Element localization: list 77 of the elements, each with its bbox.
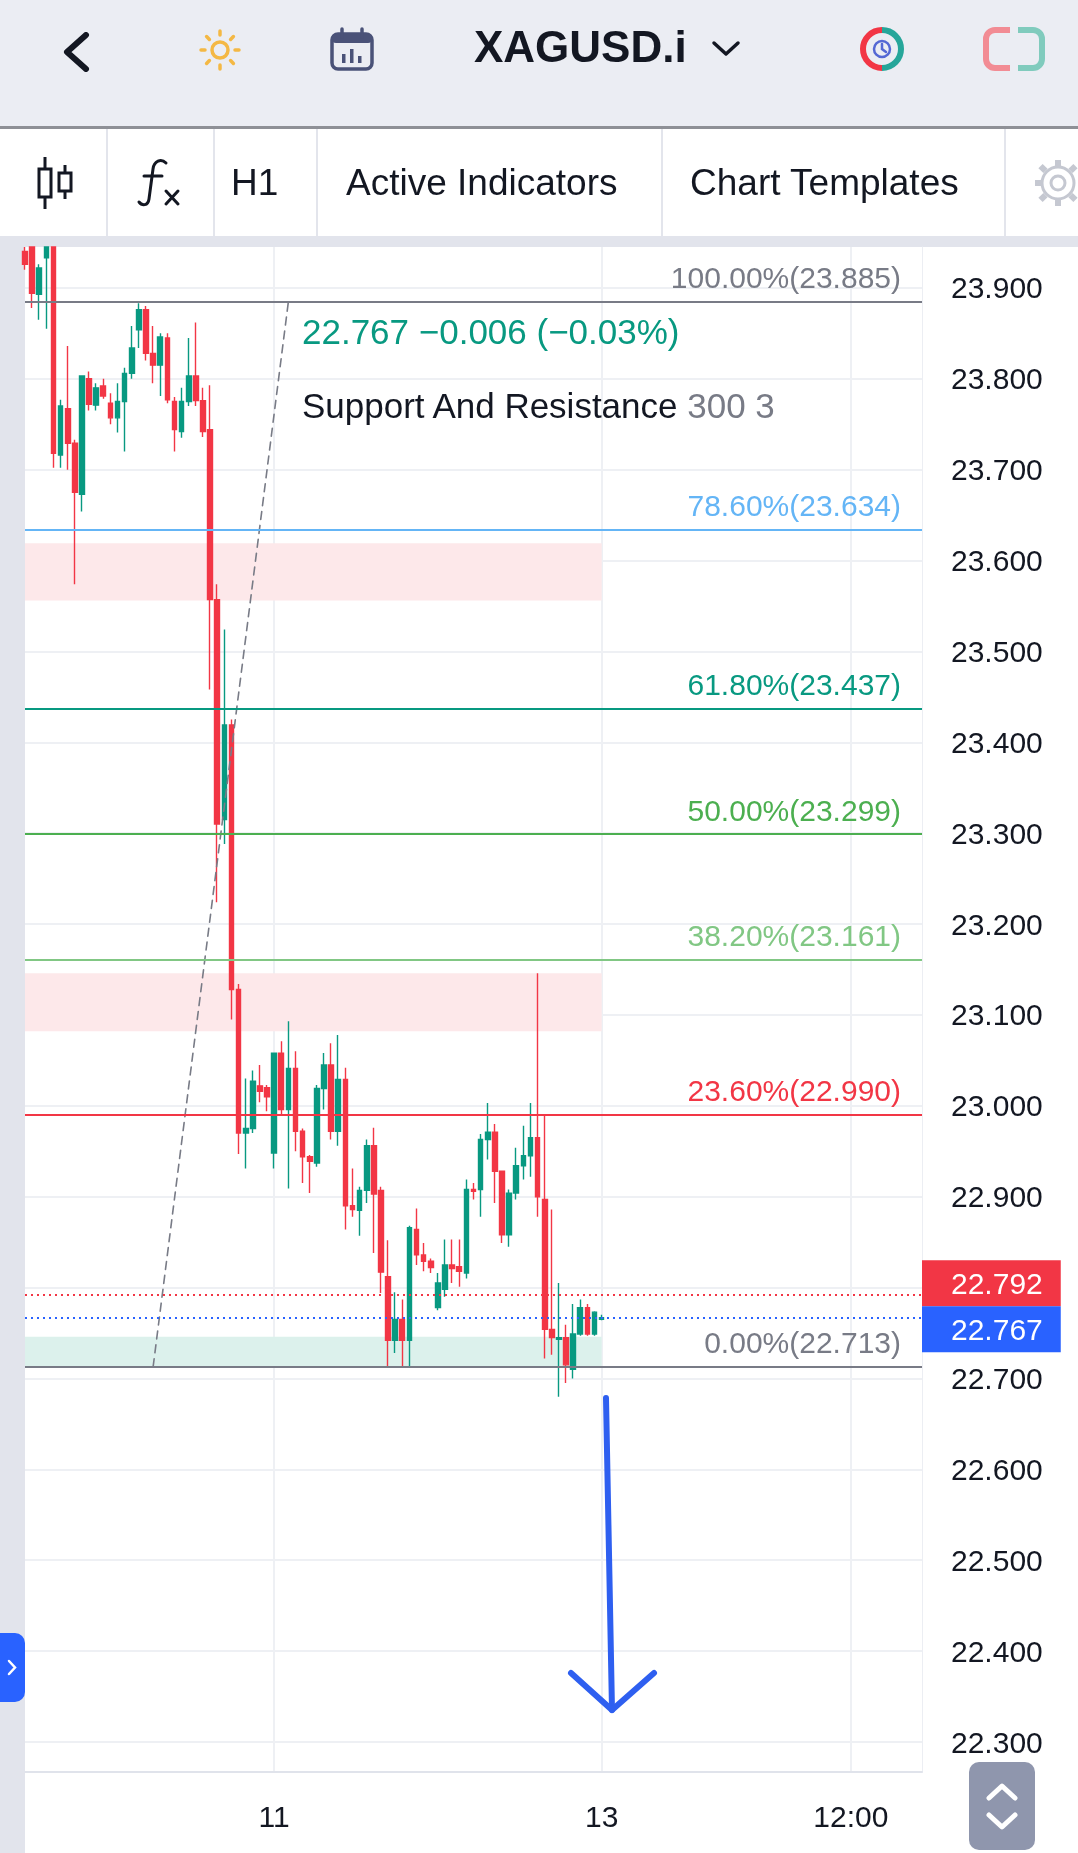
candlestick <box>35 263 43 321</box>
ref-line-label: 50.00%(23.299) <box>687 793 901 827</box>
y-tick-label: 23.600 <box>951 544 1043 578</box>
candlestick <box>85 370 93 412</box>
ref-line-label: 0.00%(22.713) <box>704 1326 901 1360</box>
text: H1 <box>231 161 279 204</box>
candlestick <box>349 1167 356 1218</box>
annotation: 22.767 −0.006 (−0.03%) <box>302 312 680 352</box>
y-tick-label: 23.200 <box>951 907 1043 941</box>
candlestick <box>420 1242 427 1272</box>
candlestick <box>43 246 50 330</box>
candlestick <box>406 1225 413 1368</box>
candlestick <box>470 1182 477 1201</box>
x-tick-label: 13 <box>584 1799 619 1833</box>
candlestick <box>156 332 164 397</box>
chart-title: XAGUSD.i <box>474 22 687 72</box>
candlestick <box>164 332 171 405</box>
y-tick-label: 22.900 <box>951 1180 1043 1214</box>
y-tick-label: 23.800 <box>951 362 1043 396</box>
x-tick-label: 12:00 <box>813 1799 889 1833</box>
candlestick <box>99 378 107 400</box>
candlestick <box>413 1207 420 1266</box>
candlestick <box>114 382 121 434</box>
candlestick <box>270 1052 278 1170</box>
candlestick <box>185 337 193 407</box>
candlestick <box>591 1310 598 1337</box>
candlestick <box>57 398 64 469</box>
ref-line-label: 38.20%(23.161) <box>687 919 901 953</box>
y-tick-label: 22.400 <box>951 1634 1043 1668</box>
ref-line-label: 61.80%(23.437) <box>687 668 901 702</box>
candlestick <box>527 1102 534 1178</box>
candlestick <box>363 1138 371 1204</box>
text: Chart Templates <box>690 161 959 204</box>
candlestick <box>356 1186 363 1237</box>
y-tick-label: 22.600 <box>951 1452 1043 1486</box>
candlestick <box>299 1127 306 1184</box>
candlestick <box>463 1178 470 1280</box>
candlestick <box>555 1282 563 1398</box>
candlestick <box>391 1291 399 1354</box>
candlestick <box>121 367 128 453</box>
candlestick <box>427 1257 435 1274</box>
x-tick-label: 11 <box>258 1799 290 1833</box>
text: Active Indicators <box>346 161 618 204</box>
candlestick <box>107 392 114 425</box>
ref-line-label: 22.767 <box>951 1312 1043 1346</box>
candlestick <box>306 1154 314 1194</box>
ref-line-label: 78.60%(23.634) <box>687 489 901 523</box>
candlestick <box>128 325 136 380</box>
candlestick <box>285 1020 292 1190</box>
annotation: 300 3 <box>687 386 775 425</box>
y-tick-label: 23.500 <box>951 634 1043 668</box>
y-tick-label: 23.000 <box>951 1089 1043 1123</box>
candlestick <box>584 1303 591 1337</box>
y-tick-label: 22.500 <box>951 1543 1043 1577</box>
ref-line-label: 23.60%(22.990) <box>687 1074 901 1108</box>
candlestick <box>178 387 185 439</box>
candlestick <box>171 396 178 453</box>
candlestick <box>334 1034 342 1147</box>
candlestick <box>520 1125 527 1181</box>
y-tick-label: 23.100 <box>951 998 1043 1032</box>
candlestick <box>484 1102 492 1161</box>
candlestick <box>50 246 57 469</box>
y-tick-label: 22.700 <box>951 1361 1043 1395</box>
candlestick <box>562 1324 570 1384</box>
y-tick-label: 23.400 <box>951 725 1043 759</box>
ref-line-label: 22.792 <box>951 1266 1043 1300</box>
y-tick-label: 23.700 <box>951 453 1043 487</box>
y-tick-label: 23.300 <box>951 816 1043 850</box>
y-tick-label: 22.300 <box>951 1725 1043 1759</box>
candlestick <box>78 374 86 513</box>
y-tick-label: 23.900 <box>951 271 1043 305</box>
candlestick <box>135 302 143 349</box>
ref-line-label: 100.00%(23.885) <box>670 261 901 295</box>
candlestick <box>477 1133 484 1218</box>
candlestick <box>398 1298 406 1368</box>
candlestick <box>92 382 100 412</box>
annotation: Support And Resistance <box>302 386 678 425</box>
